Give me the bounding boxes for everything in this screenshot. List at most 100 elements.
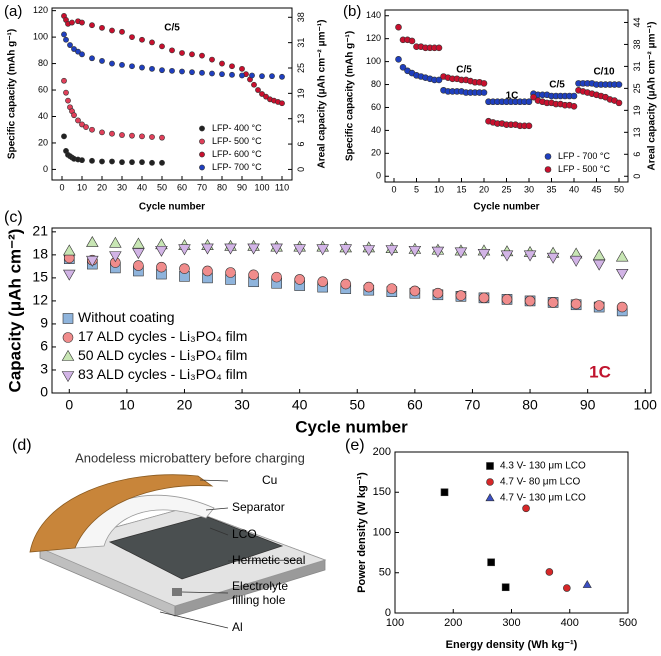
- y2-tick-label: 25: [632, 83, 642, 93]
- label: filling hole: [232, 593, 286, 607]
- marker: [522, 504, 530, 513]
- marker: [395, 56, 402, 63]
- marker: [69, 19, 75, 26]
- x-tick-label: 100: [254, 182, 269, 192]
- x-tick-label: 25: [501, 184, 511, 194]
- panel-label: (a): [4, 3, 22, 20]
- marker: [149, 159, 155, 166]
- diagram-panel: (d) Anodeless microbattery before chargi…: [12, 437, 327, 634]
- x-tick-label: 30: [117, 182, 127, 192]
- panel-label: (b): [343, 3, 361, 20]
- legend-label: Without coating: [78, 309, 175, 325]
- legend-marker: [199, 151, 205, 158]
- x-tick-label: 300: [502, 617, 520, 629]
- marker: [362, 245, 376, 257]
- plot-frame: [51, 7, 293, 181]
- marker: [229, 71, 235, 78]
- label: Al: [232, 620, 243, 634]
- marker: [79, 121, 85, 128]
- marker: [294, 274, 305, 285]
- marker: [431, 246, 445, 258]
- y-tick-label: 100: [366, 56, 381, 66]
- marker: [109, 27, 115, 34]
- marker: [65, 97, 71, 104]
- marker: [487, 558, 495, 567]
- marker: [99, 129, 105, 136]
- marker: [317, 276, 329, 288]
- chart-panel: (b)0 5 10 15 20 25 30 35 40 45 5002040608010012014…: [343, 3, 658, 213]
- marker: [63, 36, 69, 43]
- marker: [239, 65, 245, 72]
- marker: [89, 55, 95, 62]
- marker: [340, 278, 352, 290]
- marker: [570, 103, 578, 110]
- marker: [269, 73, 275, 80]
- label: LCO: [232, 527, 257, 541]
- y-tick-label: 60: [38, 84, 48, 94]
- y-tick-label: 20: [371, 148, 381, 158]
- marker: [132, 237, 145, 249]
- legend-label: 83 ALD cycles - Li₃PO₄ film: [78, 366, 247, 382]
- marker: [395, 23, 402, 31]
- marker: [480, 89, 488, 96]
- y2-tick-label: 25: [296, 63, 306, 73]
- marker: [435, 44, 443, 52]
- marker: [61, 31, 67, 38]
- legend-label: LFP - 700 °C: [558, 151, 610, 161]
- marker: [582, 580, 592, 588]
- y-tick-label: 0: [385, 607, 391, 619]
- marker: [109, 158, 115, 165]
- legend-label: 4.3 V- 130 μm LCO: [500, 461, 586, 472]
- marker: [570, 298, 582, 310]
- marker: [63, 244, 76, 256]
- marker: [189, 51, 195, 58]
- x-tick-label: 0: [65, 396, 73, 412]
- marker: [523, 250, 537, 262]
- marker: [339, 244, 353, 256]
- legend-label: LFP- 600 °C: [212, 149, 262, 159]
- leader-line: [205, 507, 229, 511]
- legend-label: 50 ALD cycles - Li₃PO₄ film: [78, 347, 247, 363]
- legend: LFP - 700 °C LFP - 500 °C: [544, 151, 610, 174]
- legend: LFP- 400 °C LFP- 500 °C LFP- 600 °C LFP- 70…: [199, 123, 262, 172]
- marker: [199, 69, 205, 76]
- marker: [149, 39, 155, 46]
- marker: [615, 81, 623, 88]
- marker: [139, 159, 145, 166]
- marker: [159, 67, 165, 74]
- x-tick-label: 50: [157, 182, 167, 192]
- x-tick-label: 40: [137, 182, 147, 192]
- marker: [293, 244, 306, 256]
- marker: [109, 251, 122, 263]
- leader-lines: [159, 479, 301, 629]
- leader-line: [159, 611, 229, 629]
- x-tick-label: 110: [275, 182, 289, 192]
- x-tick-label: 100: [386, 617, 404, 629]
- x-tick-label: 70: [197, 182, 207, 192]
- marker: [89, 157, 95, 164]
- marker: [271, 271, 282, 283]
- marker: [279, 100, 285, 107]
- marker: [99, 58, 105, 64]
- marker: [109, 236, 122, 248]
- y-tick-label: 18: [32, 246, 48, 262]
- marker: [79, 157, 85, 164]
- x-tick-label: 45: [591, 184, 601, 194]
- marker: [563, 584, 571, 592]
- marker: [149, 65, 155, 72]
- annotation: C/5: [549, 80, 565, 91]
- label: Separator: [232, 500, 285, 514]
- y-tick-label: 15: [32, 269, 48, 285]
- marker: [248, 269, 259, 281]
- marker: [86, 255, 99, 267]
- y-tick-label: 3: [40, 361, 48, 377]
- marker: [270, 243, 283, 255]
- marker: [454, 247, 468, 259]
- marker: [89, 22, 95, 29]
- y2-axis-label: Areal capacity (μAh cm⁻² μm⁻¹): [647, 22, 658, 171]
- y2-tick-label: 31: [632, 61, 642, 71]
- marker: [119, 132, 125, 138]
- marker: [129, 34, 135, 41]
- marker: [592, 259, 606, 271]
